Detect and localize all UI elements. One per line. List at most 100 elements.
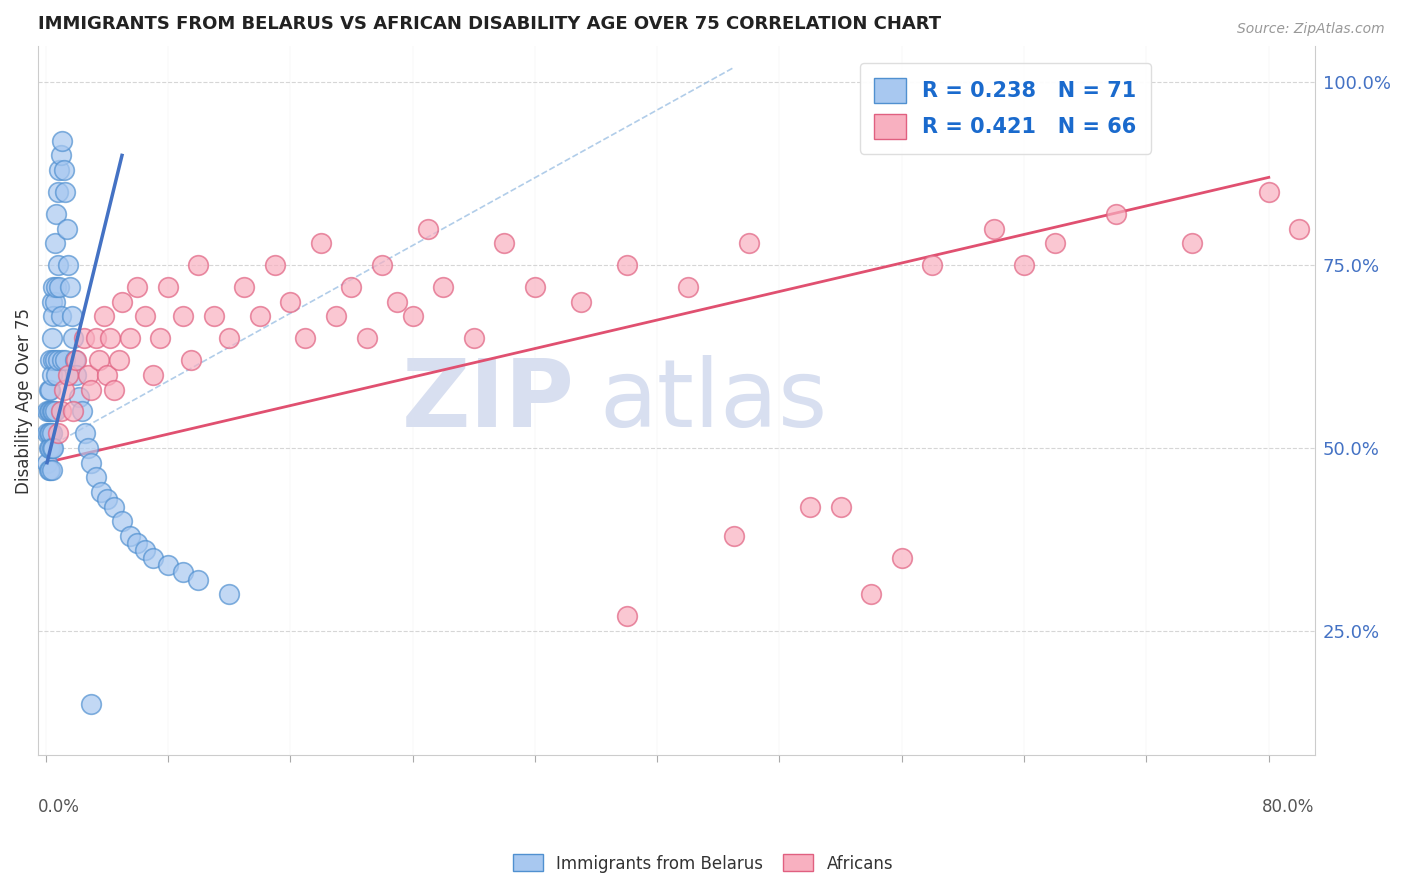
Point	[523, 280, 546, 294]
Point	[80, 383, 103, 397]
Point	[48, 280, 70, 294]
Text: 80.0%: 80.0%	[1263, 798, 1315, 816]
Point	[799, 500, 821, 514]
Point	[87, 353, 110, 368]
Point	[84, 331, 107, 345]
Point	[356, 331, 378, 345]
Point	[401, 310, 423, 324]
Point	[156, 558, 179, 573]
Point	[416, 221, 439, 235]
Point	[58, 258, 80, 272]
Point	[103, 500, 125, 514]
Point	[35, 426, 58, 441]
Point	[90, 485, 112, 500]
Point	[45, 368, 67, 382]
Point	[46, 258, 69, 272]
Point	[127, 536, 149, 550]
Point	[65, 368, 87, 382]
Point	[983, 221, 1005, 235]
Point	[42, 280, 65, 294]
Point	[41, 294, 63, 309]
Legend: R = 0.238   N = 71, R = 0.421   N = 66: R = 0.238 N = 71, R = 0.421 N = 66	[859, 63, 1152, 153]
Point	[616, 609, 638, 624]
Point	[80, 456, 103, 470]
Point	[463, 331, 485, 345]
Point	[38, 404, 60, 418]
Point	[172, 566, 194, 580]
Point	[387, 294, 409, 309]
Point	[93, 310, 115, 324]
Text: ZIP: ZIP	[401, 354, 574, 447]
Point	[65, 353, 87, 368]
Point	[39, 404, 62, 418]
Point	[60, 310, 83, 324]
Point	[616, 258, 638, 272]
Point	[51, 353, 73, 368]
Point	[156, 280, 179, 294]
Point	[218, 331, 240, 345]
Point	[59, 280, 82, 294]
Point	[1350, 207, 1372, 221]
Point	[49, 148, 72, 162]
Point	[569, 294, 592, 309]
Point	[75, 426, 97, 441]
Point	[890, 550, 912, 565]
Point	[142, 368, 165, 382]
Point	[111, 294, 134, 309]
Point	[142, 550, 165, 565]
Point	[118, 331, 141, 345]
Legend: Immigrants from Belarus, Africans: Immigrants from Belarus, Africans	[506, 847, 900, 880]
Point	[42, 404, 65, 418]
Point	[1319, 236, 1341, 251]
Point	[108, 353, 131, 368]
Point	[723, 529, 745, 543]
Point	[39, 441, 62, 455]
Point	[52, 383, 75, 397]
Point	[249, 310, 271, 324]
Point	[103, 383, 125, 397]
Point	[111, 514, 134, 528]
Point	[264, 258, 287, 272]
Point	[180, 353, 202, 368]
Point	[118, 529, 141, 543]
Point	[80, 697, 103, 711]
Point	[233, 280, 256, 294]
Point	[1012, 258, 1035, 272]
Point	[73, 331, 96, 345]
Point	[830, 500, 852, 514]
Point	[56, 221, 79, 235]
Point	[49, 404, 72, 418]
Point	[45, 280, 67, 294]
Point	[45, 207, 67, 221]
Point	[39, 426, 62, 441]
Point	[35, 456, 58, 470]
Text: IMMIGRANTS FROM BELARUS VS AFRICAN DISABILITY AGE OVER 75 CORRELATION CHART: IMMIGRANTS FROM BELARUS VS AFRICAN DISAB…	[38, 15, 941, 33]
Point	[39, 463, 62, 477]
Point	[371, 258, 394, 272]
Point	[44, 236, 66, 251]
Point	[294, 331, 316, 345]
Point	[38, 463, 60, 477]
Point	[51, 134, 73, 148]
Point	[172, 310, 194, 324]
Point	[42, 441, 65, 455]
Point	[218, 587, 240, 601]
Point	[41, 404, 63, 418]
Point	[738, 236, 761, 251]
Point	[46, 185, 69, 199]
Y-axis label: Disability Age Over 75: Disability Age Over 75	[15, 308, 32, 493]
Point	[96, 492, 118, 507]
Text: atlas: atlas	[600, 354, 828, 447]
Point	[55, 185, 77, 199]
Point	[39, 383, 62, 397]
Point	[96, 368, 118, 382]
Point	[42, 310, 65, 324]
Point	[41, 463, 63, 477]
Point	[860, 587, 883, 601]
Point	[134, 310, 156, 324]
Point	[41, 331, 63, 345]
Point	[38, 426, 60, 441]
Point	[340, 280, 363, 294]
Point	[134, 543, 156, 558]
Point	[98, 331, 121, 345]
